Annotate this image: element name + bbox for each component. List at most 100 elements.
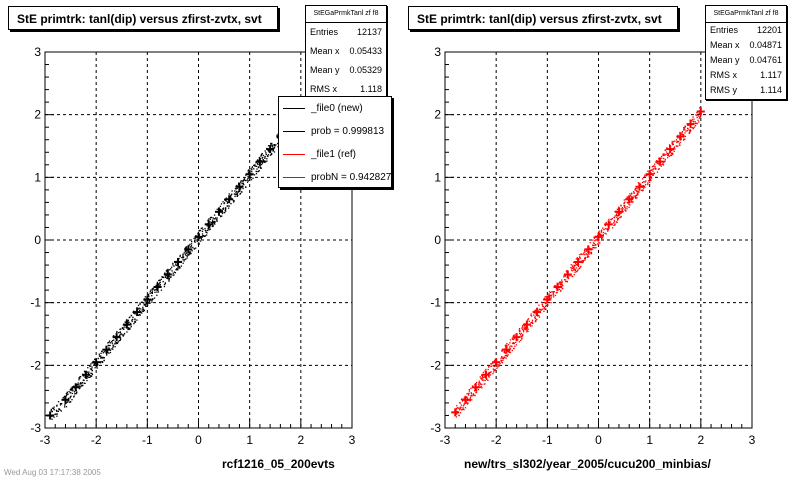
scatter-point bbox=[684, 138, 686, 140]
scatter-point bbox=[273, 151, 276, 153]
scatter-point bbox=[602, 227, 604, 229]
scatter-point bbox=[493, 365, 496, 368]
data-point-marker bbox=[163, 273, 172, 276]
scatter-point bbox=[214, 223, 216, 225]
scatter-point bbox=[610, 218, 613, 221]
data-point-marker bbox=[174, 260, 183, 263]
scatter-point bbox=[509, 342, 511, 344]
scatter-point bbox=[239, 190, 241, 192]
scatter-point bbox=[57, 401, 60, 403]
scatter-point bbox=[506, 342, 508, 345]
scatter-point bbox=[630, 197, 633, 199]
scatter-point bbox=[605, 233, 607, 235]
scatter-point bbox=[123, 332, 126, 335]
scatter-point bbox=[521, 327, 523, 329]
scatter-point bbox=[151, 295, 153, 297]
scatter-point bbox=[260, 167, 263, 169]
scatter-point bbox=[560, 285, 563, 288]
scatter-point bbox=[258, 156, 261, 159]
scatter-point bbox=[66, 401, 69, 403]
scatter-point bbox=[687, 128, 689, 130]
data-point-marker bbox=[225, 198, 234, 201]
scatter-point bbox=[666, 147, 668, 149]
scatter-point bbox=[652, 174, 654, 176]
scatter-point bbox=[208, 229, 210, 231]
scatter-point bbox=[202, 234, 205, 237]
scatter-point bbox=[620, 204, 622, 206]
scatter-point bbox=[586, 254, 588, 256]
scatter-point bbox=[672, 143, 674, 146]
scatter-point bbox=[640, 184, 642, 186]
scatter-point bbox=[496, 367, 498, 369]
x-tick-label: 0 bbox=[595, 433, 602, 447]
scatter-point bbox=[515, 341, 517, 344]
scatter-point bbox=[534, 320, 536, 323]
scatter-point bbox=[56, 410, 58, 413]
data-point-marker bbox=[676, 135, 685, 138]
scatter-point bbox=[582, 260, 584, 263]
stats-label: Mean y bbox=[310, 65, 340, 75]
scatter-point bbox=[168, 277, 171, 279]
scatter-point bbox=[235, 192, 237, 194]
scatter-point bbox=[59, 409, 61, 411]
scatter-point bbox=[553, 285, 556, 287]
scatter-point bbox=[626, 196, 628, 198]
scatter-point bbox=[584, 258, 587, 260]
scatter-point bbox=[240, 181, 242, 183]
scatter-point bbox=[190, 245, 193, 247]
scatter-point bbox=[548, 296, 551, 299]
scatter-point bbox=[524, 326, 526, 328]
scatter-point bbox=[480, 374, 483, 376]
x-tick-label: 3 bbox=[349, 433, 356, 447]
scatter-point bbox=[107, 342, 109, 344]
scatter-point bbox=[115, 341, 117, 344]
scatter-point bbox=[691, 127, 693, 129]
data-point-marker bbox=[614, 210, 623, 213]
scatter-point bbox=[106, 353, 108, 355]
scatter-point bbox=[461, 409, 463, 411]
scatter-point bbox=[239, 188, 242, 190]
scatter-point bbox=[469, 396, 472, 399]
scatter-point bbox=[519, 330, 521, 332]
scatter-point bbox=[224, 199, 227, 201]
scatter-point bbox=[479, 382, 481, 385]
scatter-point bbox=[548, 293, 550, 295]
y-tick-label: 1 bbox=[434, 170, 441, 184]
scatter-point bbox=[492, 373, 494, 375]
scatter-point bbox=[579, 253, 581, 256]
scatter-point bbox=[151, 291, 153, 294]
scatter-point bbox=[179, 267, 181, 269]
scatter-point bbox=[650, 176, 652, 178]
scatter-point bbox=[487, 368, 489, 371]
scatter-point bbox=[593, 246, 595, 249]
scatter-point bbox=[158, 282, 161, 284]
scatter-point bbox=[58, 408, 60, 410]
scatter-point bbox=[474, 394, 476, 397]
scatter-point bbox=[88, 371, 90, 373]
scatter-point bbox=[96, 367, 98, 369]
scatter-point bbox=[464, 407, 467, 409]
scatter-point bbox=[53, 416, 55, 418]
legend-label: probN = 0.942827 bbox=[311, 172, 392, 183]
scatter-point bbox=[69, 396, 72, 398]
scatter-point bbox=[108, 344, 110, 347]
scatter-point bbox=[81, 382, 83, 384]
scatter-point bbox=[137, 314, 139, 316]
scatter-point bbox=[608, 227, 610, 230]
scatter-point bbox=[202, 228, 204, 231]
x-tick-label: -2 bbox=[91, 433, 102, 447]
data-point-marker bbox=[696, 110, 705, 113]
scatter-point bbox=[462, 405, 465, 407]
scatter-point bbox=[549, 291, 552, 294]
scatter-point bbox=[624, 207, 627, 209]
scatter-point bbox=[545, 296, 547, 298]
scatter-point bbox=[276, 142, 279, 145]
scatter-point bbox=[522, 326, 524, 328]
scatter-point bbox=[71, 392, 74, 395]
scatter-point bbox=[574, 269, 577, 272]
scatter-point bbox=[241, 182, 243, 185]
scatter-point bbox=[574, 265, 576, 267]
scatter-point bbox=[70, 387, 72, 389]
scatter-point bbox=[614, 224, 616, 226]
scatter-point bbox=[264, 160, 266, 162]
